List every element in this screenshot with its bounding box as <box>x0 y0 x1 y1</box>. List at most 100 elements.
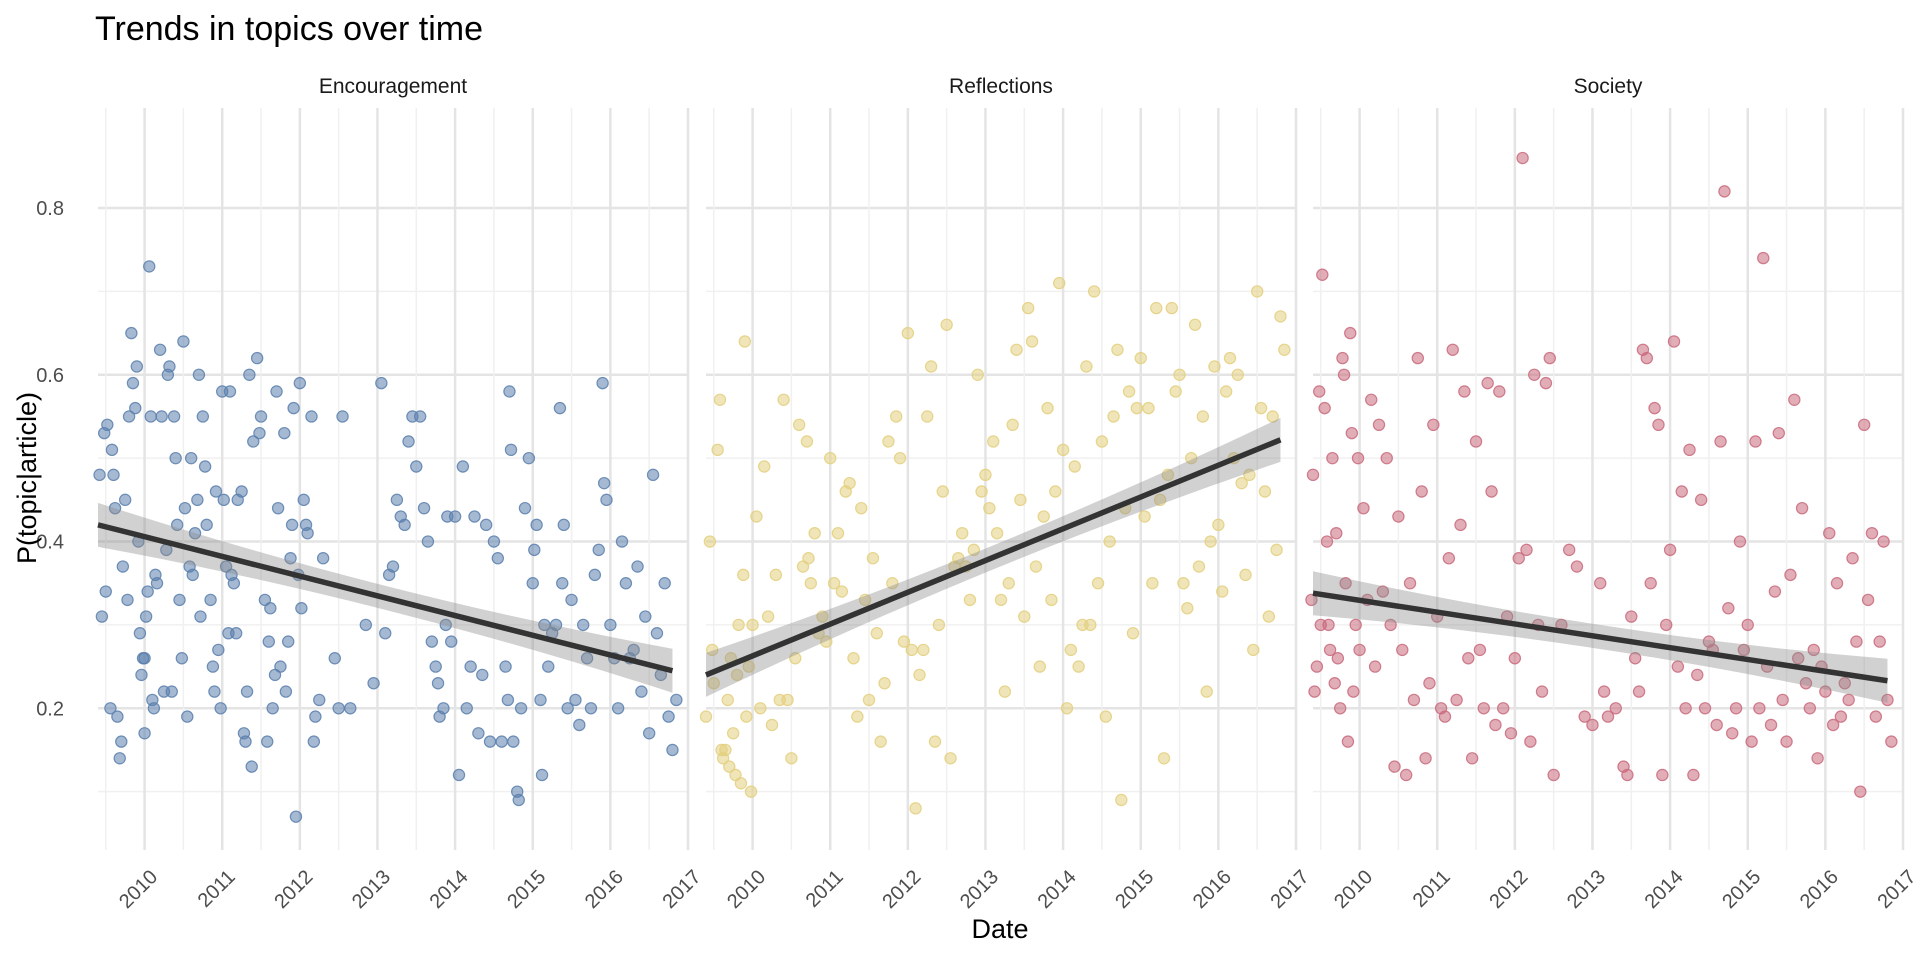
data-point <box>1528 368 1541 381</box>
data-point <box>1328 677 1341 690</box>
data-point <box>878 677 891 690</box>
data-point <box>1508 652 1522 665</box>
data-point <box>1365 393 1378 406</box>
panel-grid <box>706 108 1298 850</box>
data-point <box>975 485 988 498</box>
data-point <box>1726 727 1739 740</box>
data-point <box>1388 760 1401 773</box>
data-point <box>390 493 404 507</box>
data-point <box>820 635 833 648</box>
data-point <box>569 693 582 707</box>
data-point <box>746 618 759 632</box>
data-point <box>1846 552 1859 565</box>
data-point <box>1330 526 1343 540</box>
data-point <box>1376 585 1390 598</box>
y-tick-label: 0.8 <box>36 198 64 220</box>
data-point <box>1250 285 1264 298</box>
data-point <box>495 735 508 748</box>
data-point <box>452 768 466 782</box>
data-point <box>557 518 570 532</box>
data-point <box>905 643 918 657</box>
data-point <box>264 602 277 615</box>
data-point <box>785 752 798 765</box>
data-point <box>133 627 147 640</box>
data-point <box>1625 610 1638 623</box>
data-point <box>1208 360 1221 373</box>
data-point <box>1667 335 1681 348</box>
data-point <box>135 668 148 682</box>
data-point <box>1010 343 1023 356</box>
data-point <box>1384 618 1397 632</box>
panel-reflections: Reflections 2010 2011 2012 2013 2014 2015 2016 2… <box>699 75 1314 913</box>
data-point <box>831 526 845 540</box>
data-point <box>936 485 949 498</box>
x-tick-label: 2015 <box>1111 866 1158 913</box>
data-point <box>1247 643 1260 657</box>
data-point <box>556 577 569 590</box>
data-point <box>1045 593 1058 607</box>
data-point <box>448 510 462 523</box>
data-point <box>1115 793 1128 807</box>
data-point <box>344 702 357 715</box>
data-point <box>429 660 442 673</box>
data-point <box>1243 468 1256 482</box>
data-point <box>843 476 856 490</box>
x-tick-label: 2010 <box>115 866 162 913</box>
x-tick-label: 2015 <box>1718 866 1765 913</box>
data-point <box>596 376 609 390</box>
data-point <box>1181 602 1194 615</box>
data-point <box>1861 593 1875 607</box>
panel-grid <box>1313 108 1905 850</box>
data-point <box>866 552 880 565</box>
data-point <box>932 618 946 632</box>
data-point <box>1161 468 1175 482</box>
data-point <box>1235 476 1248 490</box>
data-point <box>750 510 763 523</box>
data-point <box>1087 285 1101 298</box>
data-point <box>111 710 124 723</box>
data-point <box>336 410 349 423</box>
data-point <box>979 468 992 482</box>
data-point <box>534 693 547 707</box>
data-point <box>619 577 633 590</box>
panels: Encouragement 2010 2011 2012 2013 2014 2015 201… <box>93 75 1920 913</box>
data-point <box>1729 702 1743 715</box>
data-point <box>254 410 268 423</box>
data-point <box>1219 385 1233 398</box>
data-point <box>707 677 720 690</box>
data-point <box>699 710 713 723</box>
data-point <box>1791 652 1805 665</box>
data-point <box>1177 577 1190 590</box>
data-point <box>1320 535 1334 548</box>
data-point <box>1446 343 1459 356</box>
data-point <box>1084 618 1097 632</box>
data-point <box>1095 435 1109 448</box>
x-tick-label: 2012 <box>878 866 925 913</box>
data-point <box>804 577 818 590</box>
data-point <box>107 468 120 482</box>
data-point <box>379 627 392 640</box>
data-point <box>1454 518 1467 532</box>
data-point <box>1714 435 1727 448</box>
data-point <box>139 610 153 623</box>
trend-line <box>1312 590 1888 684</box>
data-point <box>126 376 140 390</box>
data-point <box>1339 577 1352 590</box>
data-point <box>208 685 221 698</box>
data-point <box>184 451 198 465</box>
data-point <box>913 668 926 682</box>
data-point <box>777 393 790 406</box>
data-point <box>1274 310 1287 323</box>
data-point <box>742 660 755 673</box>
data-point <box>235 485 248 498</box>
panel-points <box>93 260 683 823</box>
data-point <box>1060 702 1074 715</box>
data-point <box>147 702 161 715</box>
data-point <box>1347 685 1360 698</box>
data-point <box>719 743 732 757</box>
data-point <box>309 710 322 723</box>
data-point <box>882 435 895 448</box>
data-point <box>227 577 241 590</box>
data-point <box>1823 526 1836 540</box>
